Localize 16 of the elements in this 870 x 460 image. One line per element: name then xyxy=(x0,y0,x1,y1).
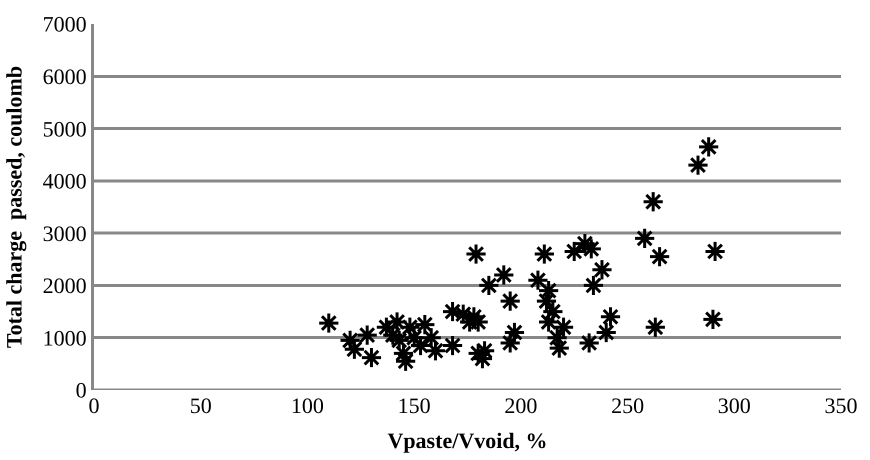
x-tick-label: 100 xyxy=(290,393,324,418)
x-tick-label: 150 xyxy=(398,393,431,418)
y-tick-label: 5000 xyxy=(42,116,87,142)
x-tick-label: 250 xyxy=(611,393,644,418)
y-tick-label: 3000 xyxy=(42,220,87,246)
x-tick-label: 200 xyxy=(504,393,538,418)
y-tick-label: 2000 xyxy=(42,273,87,298)
x-tick-label: 50 xyxy=(190,393,212,418)
y-tick-label: 7000 xyxy=(42,12,87,37)
x-axis-title: Vpaste/Vvoid, % xyxy=(387,428,548,453)
y-tick-label: 6000 xyxy=(42,64,87,89)
x-tick-label: 350 xyxy=(824,393,858,418)
y-axis-title: Total charge passed, coulomb xyxy=(1,66,26,348)
y-tick-label: 4000 xyxy=(42,168,87,194)
x-tick-label: 300 xyxy=(718,393,751,418)
y-tick-label: 1000 xyxy=(42,325,87,350)
